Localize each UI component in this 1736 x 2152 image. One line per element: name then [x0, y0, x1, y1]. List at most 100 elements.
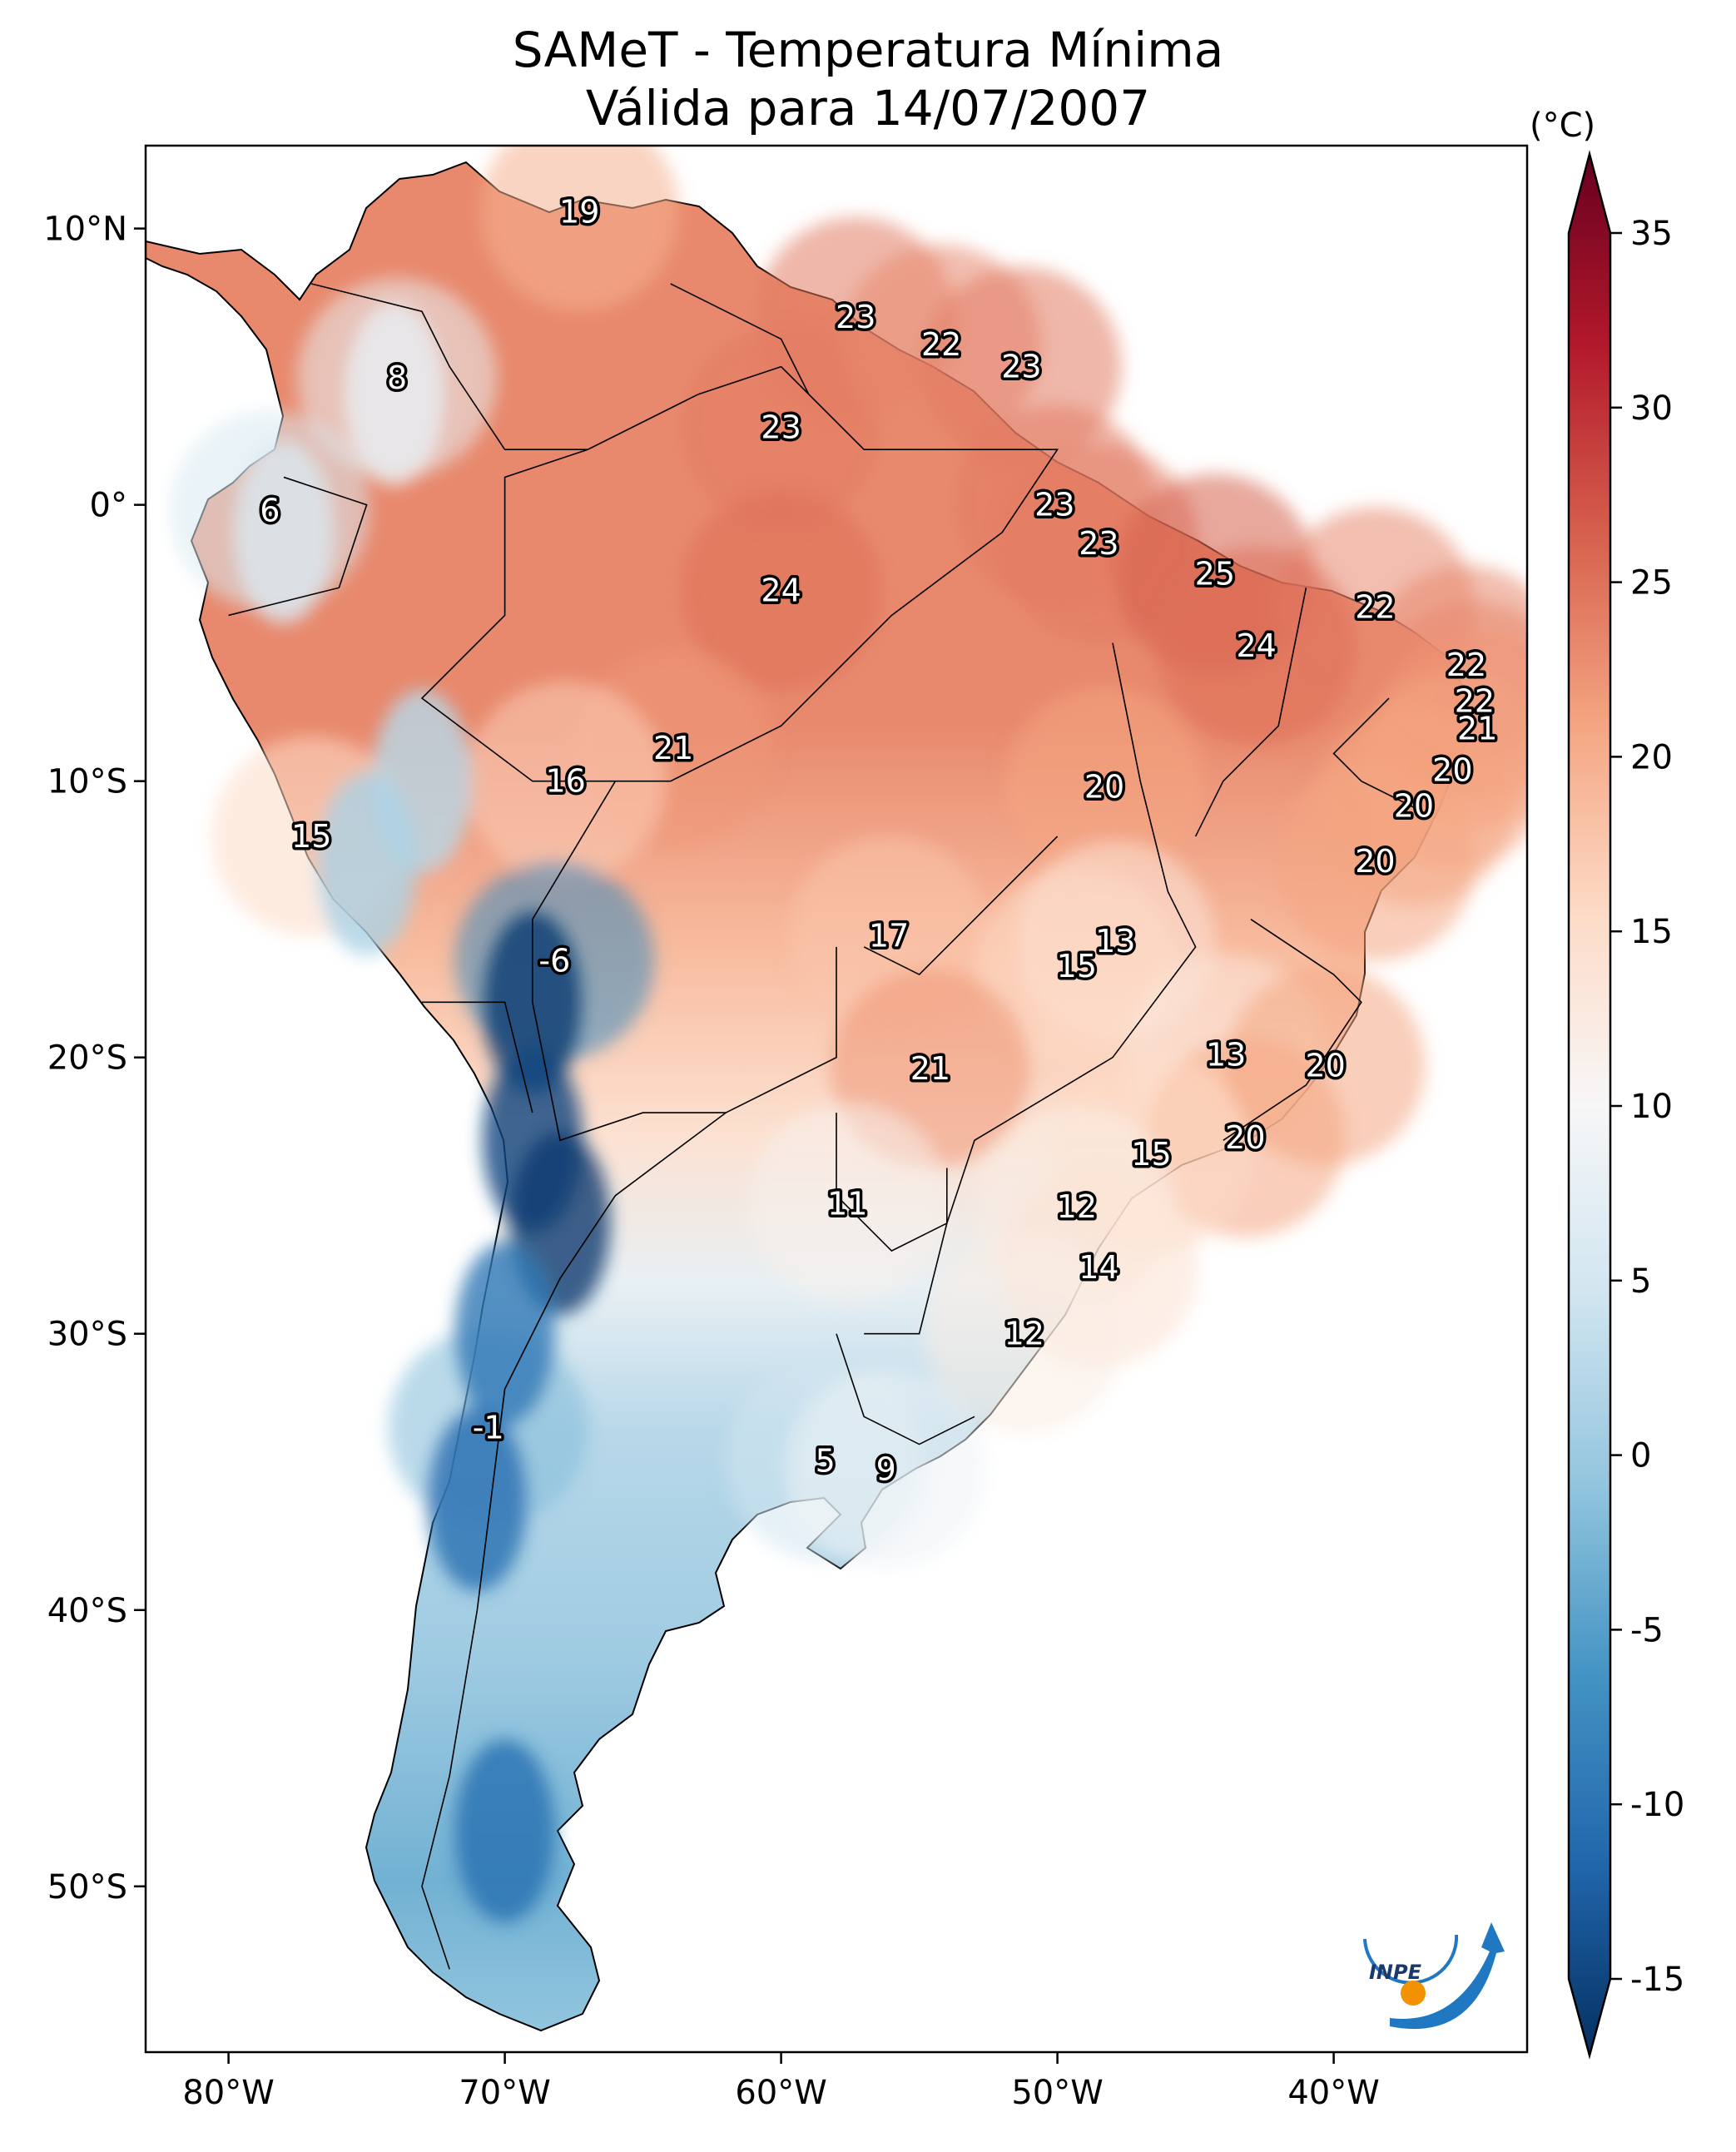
country-border-line — [670, 283, 810, 395]
temperature-blob — [427, 1407, 528, 1591]
country-border-line — [863, 836, 1059, 976]
point-value-label: 15 — [1057, 948, 1097, 984]
colorbar-tick-label: 0 — [1630, 1437, 1651, 1475]
colorbar-ticks: 35 30 25 20 15 10 5 0 -5 -10 -15 — [1610, 215, 1684, 1999]
colorbar-tick-label: -15 — [1630, 1961, 1684, 1999]
point-value-label: 13 — [1206, 1036, 1246, 1073]
country-border-line — [836, 1333, 975, 1445]
point-value-label: 22 — [1355, 588, 1395, 625]
map-frame — [144, 144, 1529, 2054]
latitude-tick-label: 10°S — [47, 763, 127, 801]
temperature-blob — [681, 490, 881, 691]
temperature-blob — [234, 440, 334, 624]
point-value-label: 25 — [1195, 556, 1235, 593]
point-value-label: 20 — [1394, 788, 1434, 825]
point-value-label: 21 — [910, 1050, 950, 1087]
colorbar-tick-label: 15 — [1630, 913, 1673, 951]
inpe-logo: INPE — [1363, 1922, 1505, 2030]
latitude-tick-label: 0° — [90, 487, 127, 525]
colorbar-tick-label: 5 — [1630, 1262, 1651, 1301]
colorbar-tick-label: 25 — [1630, 564, 1673, 602]
temperature-blob — [924, 1233, 1124, 1434]
point-value-label: 20 — [1084, 768, 1124, 805]
temperature-blob — [479, 146, 680, 312]
country-border-line — [311, 283, 588, 451]
logo-sun-icon — [1401, 1981, 1426, 2006]
point-value-label: 22 — [1446, 647, 1486, 683]
colorbar-tick-label: -5 — [1630, 1611, 1664, 1649]
point-value-label: 6 — [260, 492, 280, 528]
point-value-label: 22 — [1455, 682, 1495, 719]
colorbar-tick-label: 10 — [1630, 1088, 1673, 1126]
point-value-label: 15 — [291, 818, 331, 855]
longitude-axis: 80°W 70°W 60°W 50°W 40°W — [182, 2052, 1380, 2112]
point-value-label: 20 — [1355, 843, 1395, 880]
point-value-label: 19 — [559, 194, 599, 231]
point-value-label: 12 — [1004, 1316, 1044, 1352]
point-value-label: 11 — [827, 1186, 867, 1222]
country-border-line — [228, 476, 368, 617]
longitude-tick-label: 60°W — [735, 2074, 826, 2112]
longitude-tick-label: 70°W — [459, 2074, 550, 2112]
longitude-tick-label: 50°W — [1011, 2074, 1103, 2112]
point-value-label: 8 — [387, 359, 407, 396]
latitude-tick-label: 50°S — [47, 1868, 127, 1907]
logo-text: INPE — [1369, 1961, 1422, 1984]
point-value-label: 23 — [1034, 487, 1074, 523]
colorbar-body — [1567, 150, 1612, 2060]
country-border-line — [422, 1001, 533, 1113]
temperature-field — [170, 146, 1527, 1923]
longitude-tick-label: 40°W — [1287, 2074, 1379, 2112]
point-value-label: 15 — [1131, 1136, 1171, 1173]
chart-title: SAMeT - Temperatura Mínima — [512, 22, 1224, 78]
temperature-blob — [344, 302, 444, 486]
colorbar-unit: (°C) — [1530, 107, 1596, 145]
temperature-blob — [976, 866, 1177, 1067]
temperature-blob — [1156, 545, 1357, 746]
point-value-label: 5 — [816, 1442, 836, 1479]
temperature-blob — [316, 772, 417, 956]
point-value-label: 24 — [1236, 627, 1276, 664]
point-value-label: 12 — [1057, 1188, 1097, 1225]
point-value-label: 22 — [921, 326, 961, 363]
country-border-line — [531, 781, 837, 1142]
country-border-line — [1332, 697, 1417, 810]
country-border-line — [420, 365, 1059, 782]
colorbar-tick-label: 20 — [1630, 738, 1673, 776]
point-value-label: 20 — [1432, 751, 1472, 788]
point-value-label: 16 — [545, 763, 585, 800]
country-border-line — [1223, 919, 1362, 1141]
point-value-label: 14 — [1079, 1249, 1118, 1286]
point-value-label: 24 — [761, 573, 801, 609]
point-value-label: -1 — [473, 1410, 504, 1446]
temperature-blob — [747, 1103, 948, 1304]
point-value-label: 20 — [1305, 1048, 1345, 1084]
country-border-line — [1194, 588, 1307, 837]
colorbar-tick-label: 30 — [1630, 389, 1673, 428]
point-value-label: 23 — [761, 409, 801, 446]
latitude-axis: 10°N 0° 10°S 20°S 30°S 40°S 50°S — [43, 211, 146, 1907]
colorbar-tick-label: 35 — [1630, 215, 1673, 253]
colorbar-tick-label: -10 — [1630, 1786, 1684, 1824]
point-value-label: 20 — [1225, 1119, 1265, 1156]
country-border-line — [836, 1113, 948, 1252]
point-value-label: 21 — [1457, 711, 1497, 747]
temperature-blob — [786, 1369, 986, 1569]
logo-swoosh-icon — [1390, 1922, 1505, 2030]
latitude-tick-label: 30°S — [47, 1316, 127, 1354]
map-content — [146, 146, 1527, 2032]
temperature-blob — [454, 1739, 555, 1923]
chart-subtitle: Válida para 14/07/2007 — [585, 80, 1151, 136]
point-value-label: 23 — [1079, 525, 1118, 562]
point-value-label: 23 — [1001, 349, 1041, 385]
point-value-label: 13 — [1095, 923, 1135, 959]
latitude-tick-label: 20°S — [47, 1039, 127, 1078]
point-value-label: -6 — [538, 942, 570, 979]
country-borders — [228, 283, 1417, 1970]
temperature-blob — [454, 1242, 555, 1426]
point-value-label: 21 — [653, 730, 693, 766]
temperature-blob — [1275, 761, 1476, 961]
latitude-tick-label: 10°N — [43, 211, 127, 249]
